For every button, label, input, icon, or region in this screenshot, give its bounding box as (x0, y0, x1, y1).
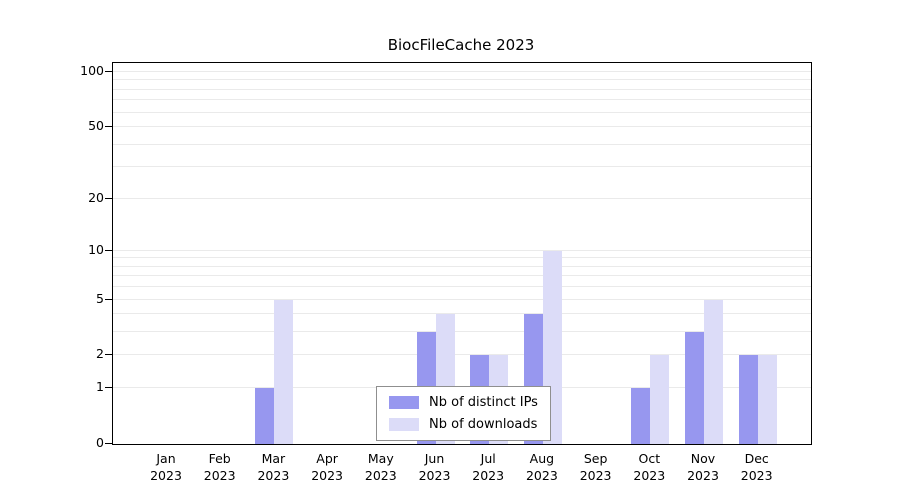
y-axis-label: 0 (96, 435, 104, 450)
y-axis-label: 10 (88, 241, 104, 257)
legend-item-downloads: Nb of downloads (389, 417, 538, 432)
gridline (113, 257, 811, 259)
y-axis-label: 2 (96, 346, 104, 362)
x-axis-label-feb: Feb 2023 (203, 451, 236, 483)
legend-label-distinct-ips: Nb of distinct IPs (429, 395, 538, 410)
x-axis-label-oct: Oct 2023 (633, 451, 666, 483)
x-axis-label-may: May 2023 (364, 451, 397, 483)
x-axis-label-jan: Jan 2023 (150, 451, 182, 483)
x-axis-label-sep: Sep 2023 (579, 451, 612, 483)
x-axis-label-apr: Apr 2023 (311, 451, 343, 483)
bar-downloads-dec (757, 355, 777, 444)
bar-distinct-ips-dec (738, 355, 758, 444)
y-axis-label: 5 (96, 290, 104, 306)
legend-swatch-distinct-ips (389, 396, 419, 409)
gridline (113, 126, 811, 128)
legend-label-downloads: Nb of downloads (429, 417, 538, 432)
y-axis-label: 1 (96, 379, 104, 395)
y-axis-label: 50 (88, 118, 104, 134)
y-axis-tick (105, 71, 112, 72)
y-axis-tick (105, 126, 112, 128)
y-axis-tick (105, 298, 112, 300)
gridline (113, 88, 811, 90)
y-axis-tick (105, 354, 112, 356)
gridline (113, 331, 811, 333)
legend: Nb of distinct IPs Nb of downloads (376, 386, 551, 441)
x-axis-label-mar: Mar 2023 (257, 451, 290, 483)
bar-distinct-ips-mar (255, 388, 275, 444)
bar-downloads-mar (274, 299, 294, 444)
bar-downloads-nov (704, 299, 723, 444)
plot-area: Nb of distinct IPs Nb of downloads (112, 62, 812, 445)
y-axis-tick (105, 443, 112, 444)
y-axis-tick (105, 249, 112, 251)
x-axis-label-nov: Nov 2023 (687, 451, 719, 483)
y-axis-tick (105, 387, 112, 389)
gridline (113, 166, 811, 168)
chart-title: BiocFileCache 2023 (387, 36, 535, 54)
gridline (113, 111, 811, 113)
y-axis-label: 20 (88, 189, 104, 205)
gridline (113, 313, 811, 315)
gridline (113, 197, 811, 199)
gridline (113, 71, 811, 72)
gridline (113, 354, 811, 356)
gridline (113, 275, 811, 277)
x-axis-label-aug: Aug 2023 (525, 451, 558, 483)
bar-downloads-oct (650, 355, 670, 444)
y-axis-label: 100 (80, 63, 104, 78)
legend-item-distinct-ips: Nb of distinct IPs (389, 395, 538, 410)
gridline (113, 99, 811, 101)
bar-distinct-ips-nov (685, 332, 704, 444)
y-axis-tick (105, 197, 112, 199)
gridline (113, 249, 811, 251)
gridline (113, 286, 811, 288)
x-axis-label-jun: Jun 2023 (418, 451, 451, 483)
x-axis-label-dec: Dec 2023 (740, 451, 773, 483)
gridline (113, 143, 811, 145)
gridline (113, 265, 811, 267)
legend-swatch-downloads (389, 418, 419, 431)
gridline (113, 79, 811, 81)
bar-distinct-ips-oct (631, 388, 651, 444)
x-axis-label-jul: Jul 2023 (472, 451, 505, 483)
gridline (113, 298, 811, 300)
